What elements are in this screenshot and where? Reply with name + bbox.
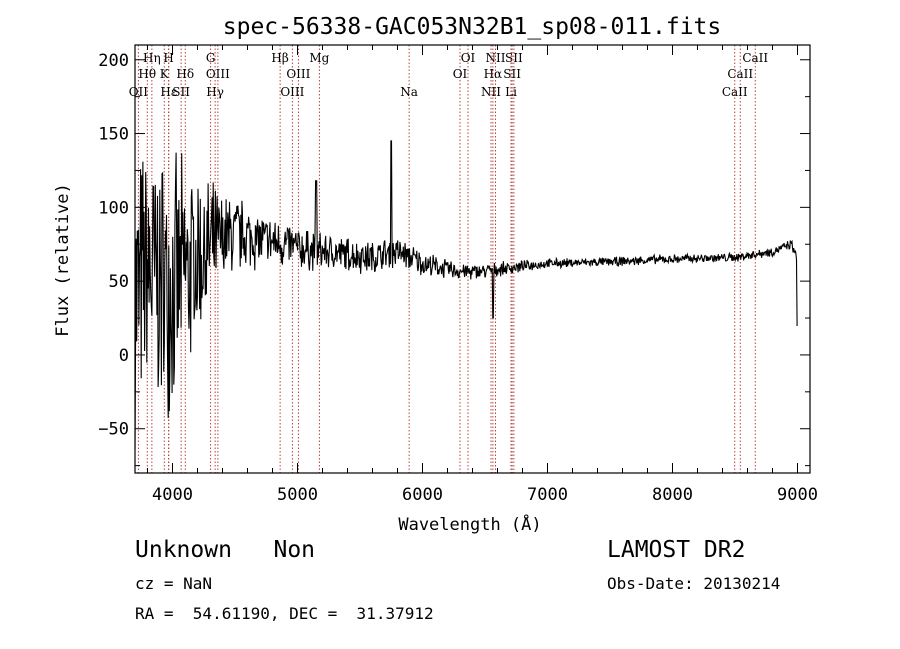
line-marker-label: Hθ <box>138 67 156 81</box>
line-marker-label: OIII <box>280 85 304 99</box>
spectrum-line <box>134 140 798 450</box>
y-tick-label: −50 <box>98 420 129 440</box>
line-marker-label: CaII <box>727 67 753 81</box>
x-tick-label: 5000 <box>277 485 318 505</box>
x-tick-label: 6000 <box>402 485 443 505</box>
line-marker-label: SII <box>503 67 521 81</box>
coordinates-label: RA = 54.61190, DEC = 31.37912 <box>135 604 434 623</box>
line-marker-label: K <box>160 67 170 81</box>
line-marker-label: SII <box>172 85 190 99</box>
axes: 4000 5000 6000 7000 8000 9000 −50 0 50 100 150 200 <box>98 44 818 505</box>
line-marker-label: Mg <box>309 51 329 65</box>
line-marker-label: OII <box>129 85 149 99</box>
redshift-label: cz = NaN <box>135 574 213 593</box>
line-marker-label: Li <box>505 85 517 99</box>
obs-date-label: Obs-Date: 20130214 <box>607 574 781 593</box>
y-tick-label: 200 <box>98 51 129 71</box>
line-marker-label: Hε <box>160 85 177 99</box>
x-tick-label: 7000 <box>527 485 568 505</box>
line-marker-label: Hη <box>143 51 161 65</box>
chart-title: spec-56338-GAC053N32B1_sp08-011.fits <box>223 14 722 40</box>
line-marker-label: Na <box>400 85 418 99</box>
line-marker-label: OIII <box>286 67 310 81</box>
x-tick-label: 4000 <box>152 485 193 505</box>
line-marker-label: Hα <box>484 67 503 81</box>
line-marker-label: OI <box>461 51 476 65</box>
line-marker-label: Hγ <box>206 85 224 99</box>
line-marker-label: Hδ <box>176 67 194 81</box>
line-marker-label: H <box>163 51 173 65</box>
y-tick-label: 150 <box>98 125 129 145</box>
y-tick-label: 50 <box>109 272 129 292</box>
y-tick-label: 0 <box>119 346 129 366</box>
line-marker-label: CaII <box>722 85 748 99</box>
x-axis-label: Wavelength (Å) <box>398 513 541 535</box>
y-tick-label: 100 <box>98 198 129 218</box>
y-axis-label: Flux (relative) <box>53 183 73 337</box>
line-marker-label: Hβ <box>271 51 288 65</box>
line-marker-label: G <box>206 51 216 65</box>
line-marker-label: OI <box>453 67 468 81</box>
line-marker-label: OIII <box>206 67 230 81</box>
line-marker-label: SII <box>505 51 523 65</box>
spectrum-series <box>134 140 798 450</box>
line-marker-label: CaII <box>742 51 768 65</box>
line-marker-label: NII <box>486 51 506 65</box>
x-tick-label: 8000 <box>652 485 693 505</box>
line-markers: OII Hη Hθ KH Hε Hδ SII G OIII Hγ Hβ OIII OIII Mg Na OI O… <box>129 45 768 473</box>
line-marker-label: NII <box>481 85 501 99</box>
survey-label: LAMOST DR2 <box>607 537 746 563</box>
x-tick-label: 9000 <box>777 485 818 505</box>
classification-label: Unknown Non <box>135 537 316 563</box>
